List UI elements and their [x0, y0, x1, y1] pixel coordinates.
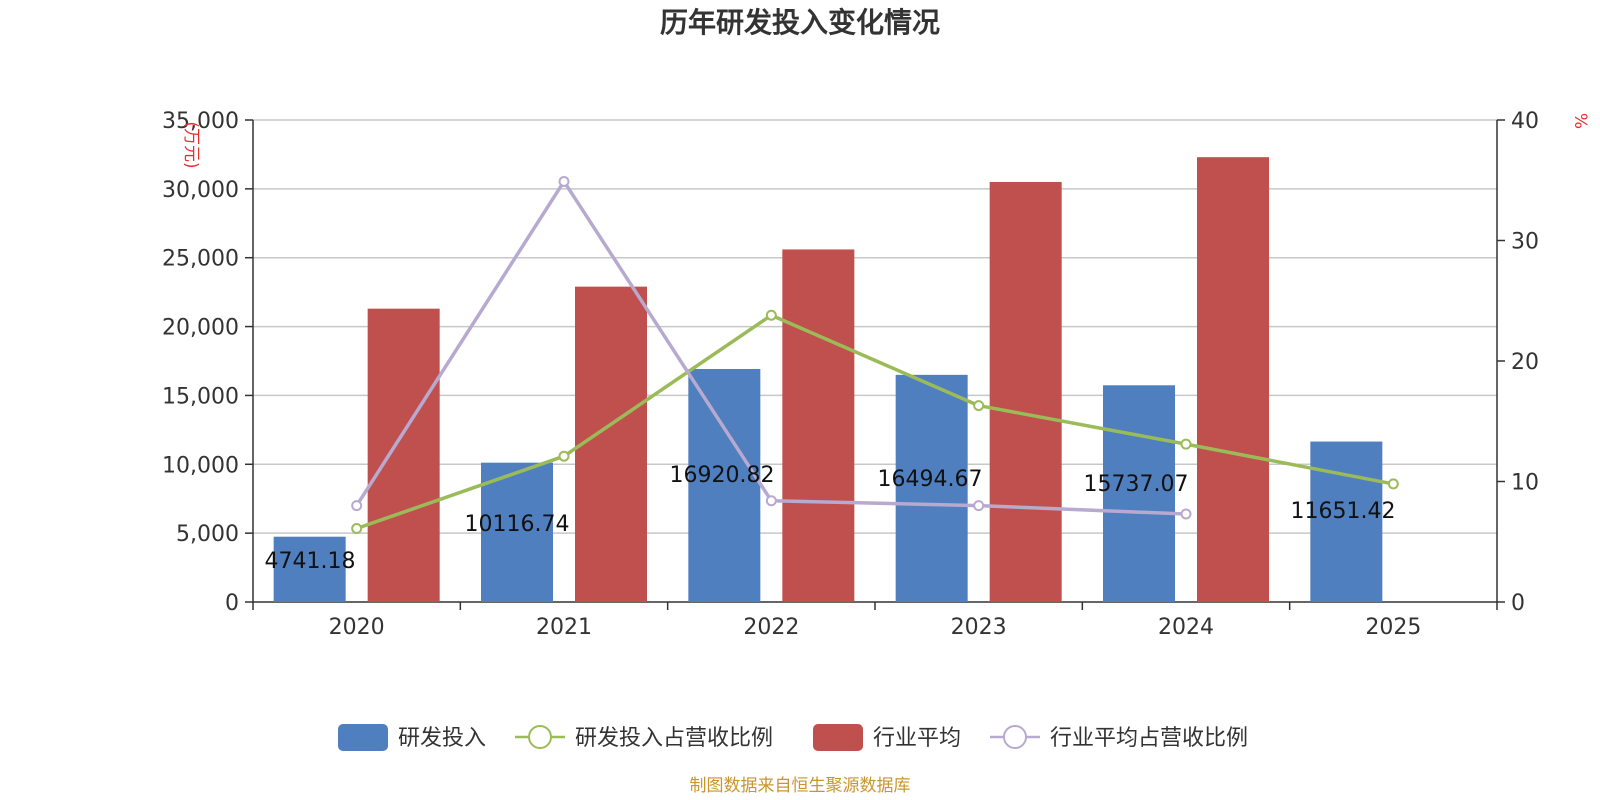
legend-item[interactable]: 研发投入	[338, 724, 486, 751]
x-tick-label: 2022	[743, 615, 799, 640]
y-left-tick-label: 30,000	[162, 178, 239, 203]
bar-rd-investment	[1103, 385, 1175, 602]
legend-item[interactable]: 研发投入占营收比例	[515, 725, 773, 751]
axes: 0 5,000 10,000 15,000 20,000 25,000 30,000 35,0…	[162, 109, 1590, 640]
chart-title: 历年研发投入变化情况	[660, 6, 940, 39]
bar-industry-average	[367, 308, 440, 602]
y-left-tick-label: 5,000	[176, 522, 239, 547]
y-left-tick-label: 25,000	[162, 247, 239, 272]
legend-swatch	[813, 724, 863, 751]
line-point	[765, 309, 777, 321]
line-point	[558, 450, 570, 462]
legend: 研发投入 研发投入占营收比例 行业平均 行业平均占营收比例	[338, 724, 1248, 751]
y-right-tick-label: 30	[1511, 230, 1539, 255]
bar-data-label: 15737.07	[1084, 472, 1189, 497]
line-point	[1180, 438, 1192, 450]
y-right-tick-label: 20	[1511, 350, 1539, 375]
bar-industry-average	[575, 286, 647, 602]
x-tick-label: 2020	[329, 615, 385, 640]
source-note: 制图数据来自恒生聚源数据库	[690, 776, 911, 796]
y-left-tick-label: 15,000	[162, 384, 239, 409]
bar-industry-average	[989, 181, 1062, 602]
data-labels: 4741.18 10116.74 16920.82 16494.67 15737.07 1…	[265, 463, 1396, 574]
y-right-tick-label: 0	[1511, 591, 1525, 616]
line-point	[1387, 478, 1399, 490]
line-point	[973, 500, 985, 512]
legend-item[interactable]: 行业平均占营收比例	[990, 725, 1248, 751]
y-left-tick-label: 35,000	[162, 109, 239, 134]
lines	[351, 175, 1399, 534]
legend-label: 研发投入占营收比例	[575, 726, 773, 751]
legend-marker	[528, 725, 552, 749]
x-tick-label: 2025	[1365, 615, 1421, 640]
line-point	[351, 522, 363, 534]
bar-industry-average	[1197, 157, 1269, 602]
y-right-unit: %	[1570, 113, 1590, 129]
legend-label: 研发投入	[398, 726, 486, 751]
line-point	[558, 175, 570, 187]
x-tick-label: 2023	[951, 615, 1007, 640]
y-left-tick-label: 10,000	[162, 453, 239, 478]
legend-item[interactable]: 行业平均	[813, 724, 961, 751]
legend-swatch	[338, 724, 388, 751]
x-tick-label: 2021	[536, 615, 592, 640]
line-point	[973, 400, 985, 412]
bar-data-label: 4741.18	[265, 549, 356, 574]
bar-rd-investment	[1310, 441, 1383, 602]
line-point	[765, 495, 777, 507]
bars	[273, 157, 1383, 603]
bar-data-label: 16494.67	[878, 467, 983, 492]
bar-rd-investment	[688, 368, 761, 602]
line-point	[1180, 508, 1192, 520]
bar-data-label: 16920.82	[670, 463, 775, 488]
y-left-tick-label: 0	[225, 591, 239, 616]
legend-marker	[1003, 725, 1027, 749]
bar-rd-investment	[273, 536, 346, 602]
bar-data-label: 11651.42	[1291, 499, 1396, 524]
bar-data-label: 10116.74	[465, 512, 570, 537]
y-left-tick-label: 20,000	[162, 316, 239, 341]
legend-label: 行业平均占营收比例	[1050, 726, 1248, 751]
y-left-unit: (万元)	[181, 121, 201, 168]
y-right-tick-label: 10	[1511, 471, 1539, 496]
x-tick-label: 2024	[1158, 615, 1214, 640]
line-rd-ratio	[356, 313, 1394, 531]
bar-rd-investment	[481, 462, 553, 602]
legend-label: 行业平均	[873, 726, 961, 751]
bar-rd-investment	[895, 374, 968, 602]
line-point	[351, 500, 363, 512]
gridlines	[253, 119, 1497, 534]
bar-industry-average	[782, 249, 855, 603]
y-right-tick-label: 40	[1511, 109, 1539, 134]
